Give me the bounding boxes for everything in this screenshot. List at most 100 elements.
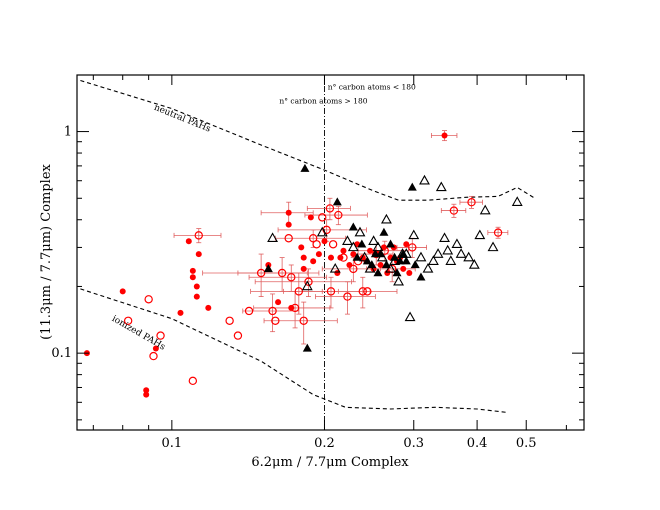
x-tick-label: 0.5 [516,436,537,451]
data-point-filled-triangle [302,343,312,352]
y-tick-label: 0.1 [51,346,72,361]
data-point-open-triangle [301,280,313,291]
plot-frame [76,74,585,431]
data-point-filled-circle [321,238,328,245]
data-point-filled-circle [185,238,192,245]
data-point-filled-triangle [373,268,383,277]
data-point-open-triangle [468,259,480,269]
data-point-filled-circle [350,251,357,258]
data-point-filled-triangle [332,197,342,206]
data-point-open-circle [149,351,158,361]
data-point-open-triangle [474,229,486,240]
model-curve-ionized [80,288,508,414]
data-point-filled-circle [346,261,353,268]
data-point-filled-triangle [348,222,358,231]
data-point-filled-circle [189,274,196,281]
data-point-open-triangle [479,204,491,215]
data-point-filled-circle [298,244,305,251]
data-point-filled-circle [367,247,374,254]
data-point-filled-triangle [376,249,386,258]
data-point-filled-triangle [381,260,391,269]
data-point-filled-circle [315,251,322,258]
data-point-open-circle [312,240,321,249]
data-point-open-circle [244,306,254,316]
data-point-open-triangle [393,275,405,286]
data-point-filled-circle [152,345,159,352]
data-point-filled-triangle [263,264,273,273]
data-point-open-triangle [372,241,384,252]
data-point-open-triangle [442,244,454,255]
data-point-open-triangle [364,262,376,273]
data-point-open-triangle [400,248,412,258]
data-point-open-triangle [267,232,279,243]
data-point-filled-circle [285,221,292,228]
data-point-open-circle [156,331,165,340]
data-point-filled-circle [441,132,448,139]
error-bar [173,228,222,244]
data-point-open-circle [290,303,300,313]
data-point-open-circle [349,264,358,274]
data-point-open-circle [123,316,133,325]
data-point-filled-triangle [410,260,420,269]
y-tick-label: 1 [64,125,72,140]
data-point-open-triangle [380,213,392,224]
data-point-open-circle [188,376,198,386]
data-point-filled-triangle [300,163,310,172]
data-point-filled-circle [177,309,184,316]
data-point-open-circle [277,268,287,278]
data-point-open-circle [334,210,343,220]
error-bar [315,281,376,315]
data-point-filled-circle [377,261,384,268]
data-point-filled-circle [275,299,282,306]
data-point-open-triangle [445,255,457,265]
data-point-open-triangle [342,235,353,245]
data-point-filled-circle [327,254,334,261]
data-point-open-circle [318,213,327,222]
data-point-open-triangle [408,229,420,240]
data-point-open-circle [339,253,348,262]
x-axis-label: 6.2μm / 7.7μm Complex [251,455,409,470]
x-tick-label: 0.3 [403,436,424,451]
data-point-open-circle [358,287,367,296]
data-point-open-triangle [347,241,359,252]
data-point-open-circle [271,316,280,325]
data-point-open-triangle [439,232,450,243]
data-point-open-circle [325,204,335,213]
error-bar [306,197,351,221]
data-point-open-triangle [329,262,341,273]
data-point-open-triangle [487,241,499,252]
data-point-filled-circle [400,265,407,272]
plot-layer [80,75,536,430]
data-point-filled-circle [300,265,307,272]
data-point-filled-triangle [392,268,402,277]
data-point-open-triangle [451,238,463,249]
data-point-filled-triangle [379,227,389,236]
data-point-open-circle [328,240,338,249]
data-point-open-circle [294,287,304,296]
data-point-filled-triangle [386,239,396,248]
data-point-filled-triangle [352,252,362,261]
data-point-filled-circle [310,258,317,265]
data-point-open-circle [493,228,503,237]
data-point-open-circle [299,316,308,325]
data-point-open-circle [343,292,352,301]
data-point-open-circle [233,331,243,340]
data-point-filled-circle [193,283,200,290]
data-point-open-circle [363,287,372,296]
data-point-open-triangle [354,226,366,237]
error-bar [304,205,368,226]
data-point-filled-circle [143,387,150,394]
data-point-filled-triangle [367,260,377,269]
data-point-open-triangle [463,251,475,262]
data-point-open-circle [194,231,203,240]
data-point-filled-circle [189,267,196,274]
data-point-filled-circle [205,304,212,311]
data-point-filled-circle [119,288,126,295]
data-point-open-circle [287,273,296,282]
x-tick-label: 0.2 [314,436,335,451]
annotation-label: n° carbon atoms > 180 [279,96,367,105]
data-point-open-circle [308,234,318,243]
data-point-open-triangle [359,251,371,262]
data-point-open-circle [467,197,476,207]
